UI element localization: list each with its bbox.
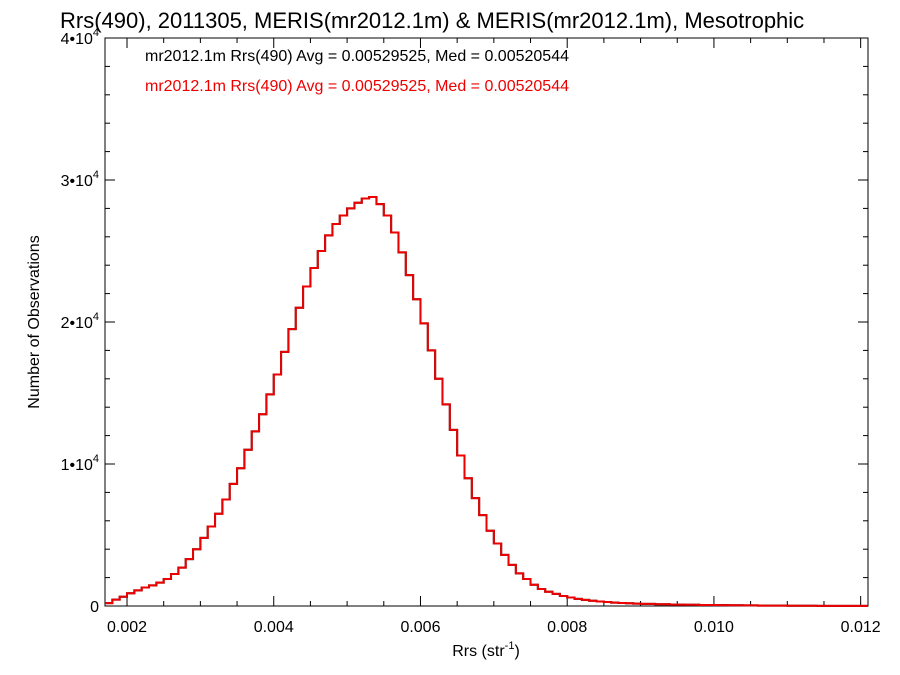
x-tick-label-0: 0.002 — [107, 619, 147, 636]
legend-entry-red: mr2012.1m Rrs(490) Avg = 0.00529525, Med… — [145, 78, 569, 95]
y-tick-label-0: 0 — [90, 599, 99, 616]
axis-ticks — [105, 37, 868, 607]
y-tick-label-3: 3•104 — [61, 169, 99, 190]
series-line-1 — [105, 196, 868, 607]
x-tick-label-1: 0.004 — [254, 619, 294, 636]
y-tick-label-1: 1•104 — [61, 453, 99, 474]
y-axis-label: Number of Observations — [26, 235, 43, 408]
chart-title: Rrs(490), 2011305, MERIS(mr2012.1m) & ME… — [60, 8, 804, 33]
series-layer — [105, 196, 868, 607]
x-tick-label-4: 0.010 — [694, 619, 734, 636]
y-tick-label-4: 4•104 — [61, 27, 99, 48]
y-tick-label-2: 2•104 — [61, 311, 99, 332]
series-line-0 — [105, 196, 868, 607]
x-tick-label-3: 0.008 — [547, 619, 587, 636]
x-axis-label: Rrs (str-1) — [452, 640, 520, 660]
x-tick-label-5: 0.012 — [841, 619, 881, 636]
x-tick-label-2: 0.006 — [400, 619, 440, 636]
axis-tick-labels: 0.002 0.004 0.006 0.008 0.010 0.012 0 1•104 2•10… — [61, 27, 881, 636]
legend-entry-black: mr2012.1m Rrs(490) Avg = 0.00529525, Med… — [145, 48, 569, 65]
